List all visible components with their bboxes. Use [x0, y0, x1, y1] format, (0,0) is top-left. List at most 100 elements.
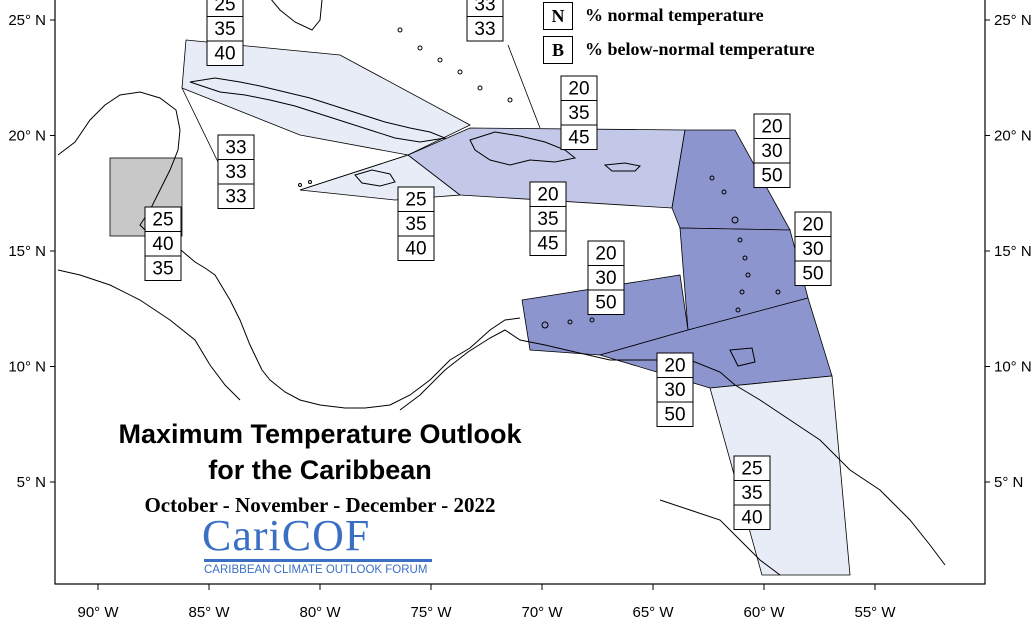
- prob-value: 30: [761, 141, 782, 162]
- prob-box-cayman: 33 33 33: [217, 134, 255, 209]
- forecast-regions: [109, 39, 851, 576]
- prob-cell: [217, 159, 255, 185]
- prob-value: 20: [664, 356, 685, 377]
- prob-value: 40: [741, 508, 762, 529]
- prob-value: 45: [537, 234, 558, 255]
- prob-box-hispaniola-north: 20 35 45: [560, 75, 598, 150]
- trinidad: [729, 347, 756, 367]
- prob-box-belize: 25 40 35: [144, 206, 182, 281]
- prob-cell: [206, 40, 244, 66]
- leader-lines: [181, 44, 541, 191]
- lon-label: 60° W: [743, 604, 785, 621]
- prob-cell: [753, 138, 791, 164]
- prob-cell: [733, 504, 771, 530]
- lat-label-right: 15° N: [994, 243, 1032, 260]
- prob-cell: [397, 186, 435, 212]
- prob-value: 25: [214, 0, 235, 16]
- prob-value: 40: [152, 234, 173, 255]
- lesser-antilles-islands: [298, 27, 781, 329]
- prob-box-guianas: 25 35 40: [733, 455, 771, 530]
- latitude-axis-right: 25° N 20° N 15° N 10° N 5° N: [985, 12, 1032, 491]
- prob-cell: [753, 113, 791, 139]
- lat-label-left: 10° N: [8, 359, 46, 376]
- lat-label-right: 25° N: [994, 12, 1032, 29]
- prob-cell: [587, 289, 625, 315]
- lon-label: 85° W: [188, 604, 230, 621]
- mexico-west-coast: [57, 269, 241, 401]
- lat-label-left: 5° N: [17, 474, 46, 491]
- legend-label-below: % below-normal temperature: [585, 39, 815, 59]
- lat-label-left: 20° N: [8, 128, 46, 145]
- lat-label-right: 10° N: [994, 359, 1032, 376]
- prob-value: 20: [595, 244, 616, 265]
- map-subtitle: October - November - December - 2022: [144, 493, 496, 517]
- prob-value: 20: [568, 79, 589, 100]
- prob-cell: [144, 206, 182, 232]
- prob-value: 35: [405, 214, 426, 235]
- prob-value: 35: [537, 209, 558, 230]
- map-title-line2: for the Caribbean: [208, 455, 432, 485]
- prob-value: 25: [405, 190, 426, 211]
- prob-value: 35: [214, 19, 235, 40]
- prob-cell: [794, 236, 832, 262]
- prob-cell: [656, 401, 694, 427]
- prob-value: 40: [405, 239, 426, 260]
- caricof-logo: CariCOF CARIBBEAN CLIMATE OUTLOOK FORUM: [200, 511, 440, 582]
- prob-cell: [753, 162, 791, 188]
- prob-value: 33: [225, 138, 246, 159]
- prob-cell: [466, 16, 504, 42]
- prob-cell: [560, 75, 598, 101]
- prob-cell: [529, 230, 567, 256]
- prob-value: 50: [595, 293, 616, 314]
- prob-box-jamaica: 25 35 40: [397, 186, 435, 261]
- prob-value: 35: [741, 483, 762, 504]
- cuba: [189, 77, 447, 143]
- prob-cell: [587, 265, 625, 291]
- map-title: Maximum Temperature Outlook: [118, 419, 522, 449]
- prob-cell: [217, 134, 255, 160]
- prob-cell: [217, 183, 255, 209]
- hispaniola: [469, 131, 577, 166]
- legend-key-below: B: [543, 36, 573, 64]
- prob-box-abc-islands: 20 30 50: [587, 240, 625, 315]
- prob-value: 30: [802, 239, 823, 260]
- prob-cell: [397, 211, 435, 237]
- prob-box-windward-islands: 20 30 50: [794, 211, 832, 286]
- prob-value: 50: [664, 405, 685, 426]
- lon-label: 80° W: [299, 604, 341, 621]
- lon-label: 90° W: [77, 604, 119, 621]
- prob-value: 50: [761, 166, 782, 187]
- lon-label: 65° W: [632, 604, 674, 621]
- prob-value: 40: [214, 44, 235, 65]
- lat-label-right: 5° N: [994, 474, 1023, 491]
- legend-label-normal: % normal temperature: [585, 5, 764, 25]
- prob-value: 33: [474, 19, 495, 40]
- prob-value: 30: [595, 268, 616, 289]
- prob-box-leeward-islands: 20 30 50: [753, 113, 791, 188]
- prob-cell: [794, 260, 832, 286]
- prob-cell: [560, 100, 598, 126]
- prob-value: 33: [225, 162, 246, 183]
- south-america-interior-coast: [659, 499, 781, 576]
- lat-label-left: 15° N: [8, 243, 46, 260]
- longitude-axis: 90° W 85° W 80° W 75° W 70° W 65° W 60° W 55° W: [77, 584, 896, 621]
- lat-label-right: 20° N: [994, 128, 1032, 145]
- prob-value: 30: [664, 380, 685, 401]
- prob-value: 45: [568, 128, 589, 149]
- prob-cell: [397, 235, 435, 261]
- prob-cell: [794, 211, 832, 237]
- prob-box-bahamas: 25 35 40: [206, 0, 244, 66]
- logo-tagline: CARIBBEAN CLIMATE OUTLOOK FORUM: [204, 564, 428, 576]
- logo-rule: [204, 559, 432, 562]
- prob-cell: [529, 181, 567, 207]
- prob-value: 50: [802, 264, 823, 285]
- prob-cell: [733, 455, 771, 481]
- prob-cell: [529, 206, 567, 232]
- prob-value: 25: [741, 459, 762, 480]
- logo-wordmark: CariCOF: [202, 511, 371, 560]
- florida: [271, 0, 323, 31]
- prob-box-trinidad: 20 30 50: [656, 352, 694, 427]
- puerto-rico: [603, 162, 642, 172]
